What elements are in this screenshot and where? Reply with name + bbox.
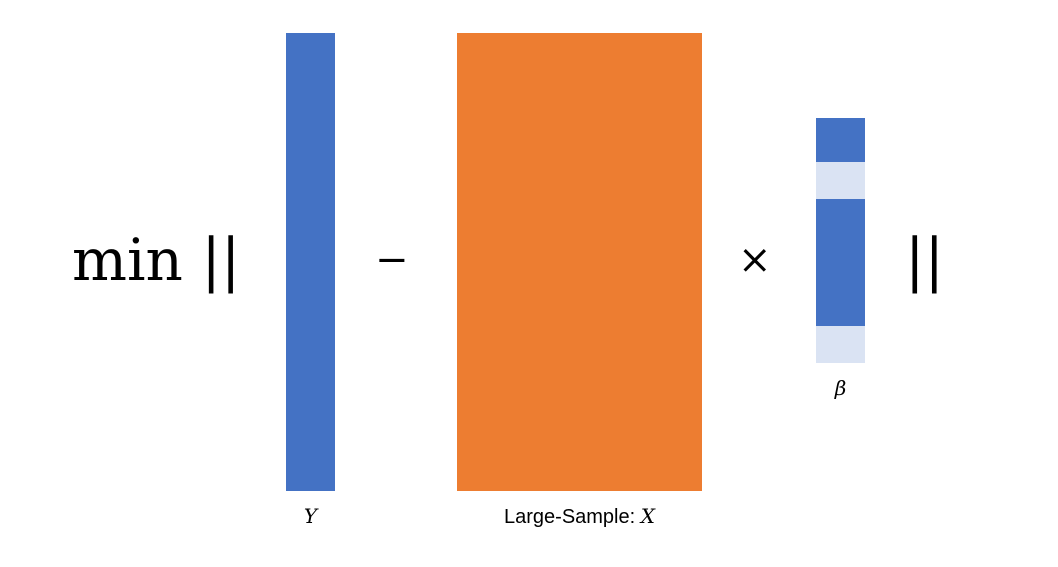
y-vector-block xyxy=(286,33,335,491)
beta-segment-dark xyxy=(816,198,865,327)
beta-vector-block xyxy=(816,118,865,363)
min-norm-open: min || xyxy=(72,226,241,294)
minus-operator: − xyxy=(375,237,409,283)
beta-segment-dark xyxy=(816,118,865,163)
times-operator: × xyxy=(738,237,772,283)
beta-segment-light xyxy=(816,326,865,363)
x-label-symbol: X xyxy=(640,504,655,528)
x-label: Large-Sample: X xyxy=(457,503,702,530)
x-label-text: Large-Sample: xyxy=(504,506,641,528)
y-label: Y xyxy=(303,504,318,528)
beta-segment-light xyxy=(816,162,865,199)
norm-close: || xyxy=(905,226,945,294)
beta-label: β xyxy=(834,376,847,400)
x-matrix-block xyxy=(457,33,702,491)
